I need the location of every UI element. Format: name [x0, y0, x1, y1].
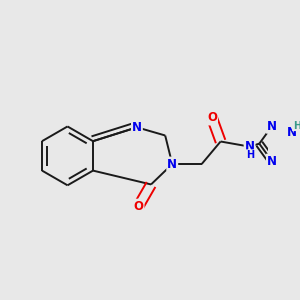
Text: N: N — [167, 158, 177, 170]
Text: N: N — [244, 140, 255, 153]
Text: H: H — [292, 121, 300, 130]
Text: O: O — [134, 200, 143, 213]
Text: N: N — [132, 121, 142, 134]
Text: N: N — [267, 120, 277, 133]
Text: H: H — [246, 150, 254, 160]
Text: N: N — [287, 126, 297, 140]
Text: N: N — [267, 154, 277, 167]
Text: O: O — [207, 112, 217, 124]
